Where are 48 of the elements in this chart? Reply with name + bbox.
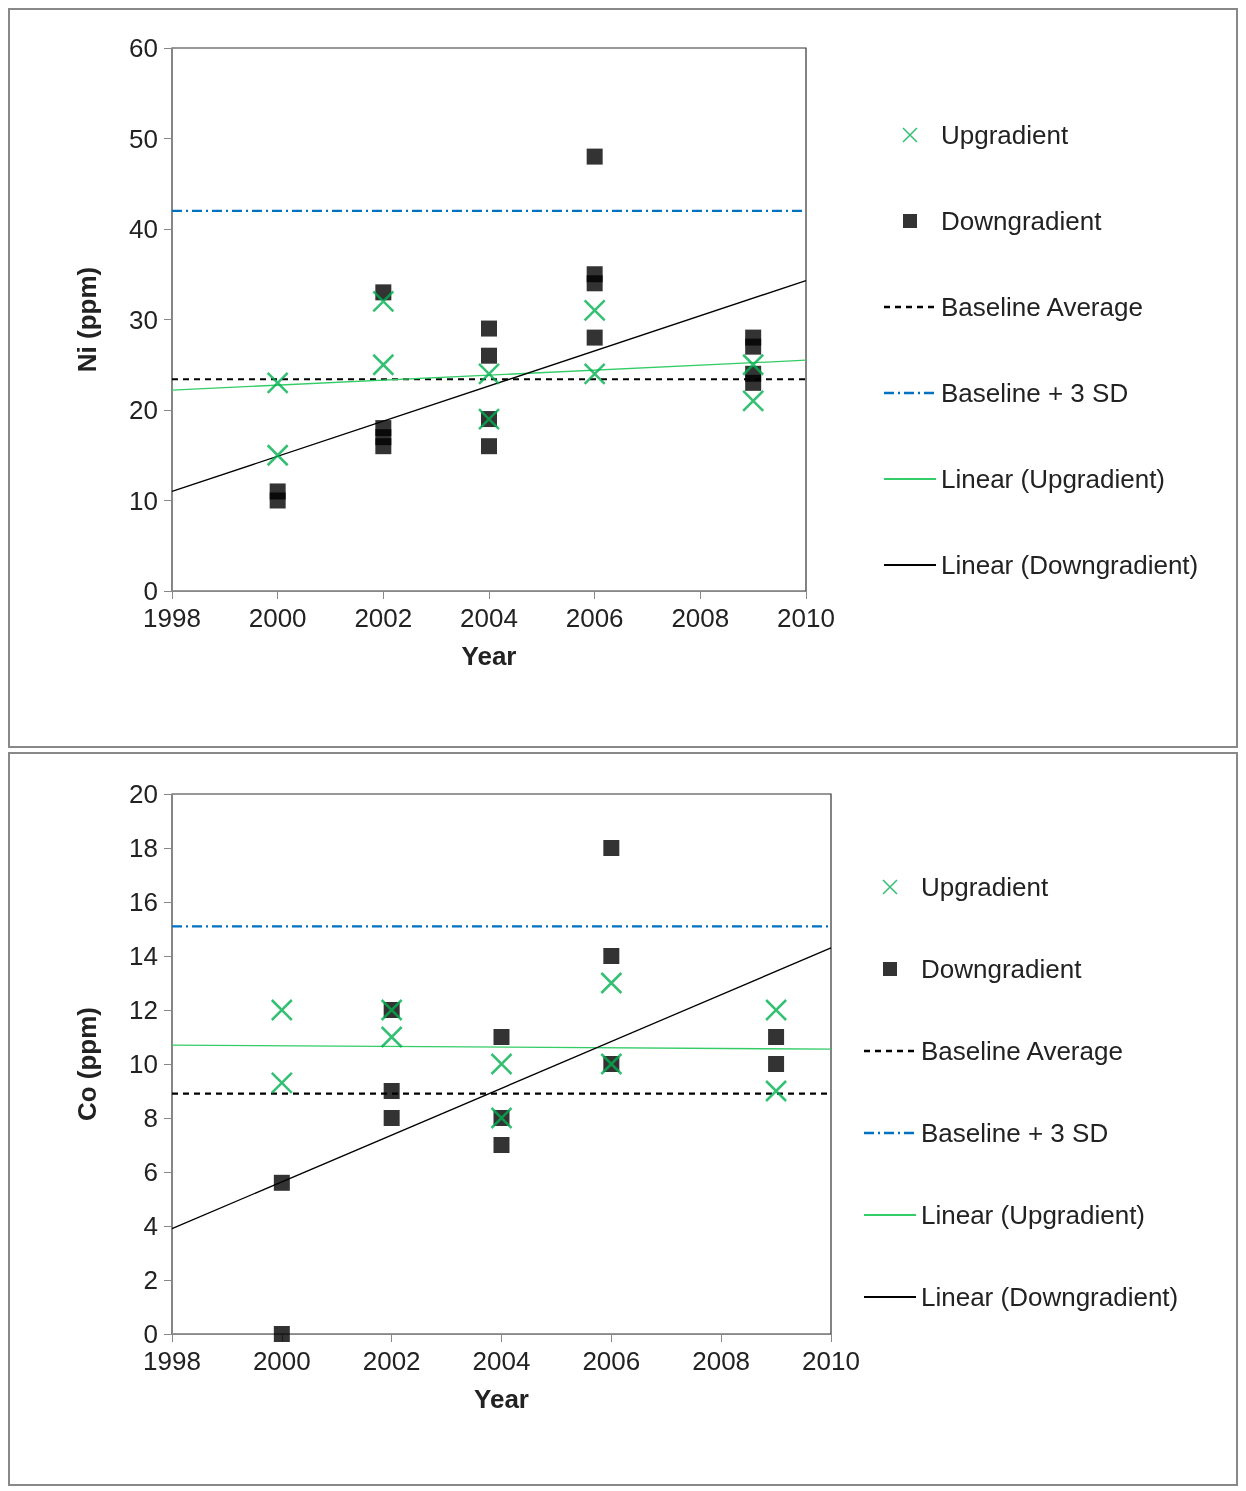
x-tick-label: 2006: [582, 1346, 641, 1376]
legend-label: Baseline + 3 SD: [941, 378, 1129, 408]
x-tick-label: 2002: [354, 603, 413, 633]
x-tick-label: 2010: [802, 1346, 860, 1376]
x-tick-label: 1998: [143, 1346, 201, 1376]
x-tick-label: 1998: [143, 603, 201, 633]
x-tick-label: 2006: [565, 603, 624, 633]
y-tick-label: 18: [129, 833, 158, 863]
x-tick-label: 2008: [671, 603, 730, 633]
y-tick-label: 0: [143, 576, 158, 606]
y-axis-title: Co (ppm): [72, 1006, 102, 1122]
y-tick-label: 12: [129, 995, 158, 1025]
y-tick-label: 10: [129, 1049, 158, 1079]
legend-label: Linear (Upgradient): [921, 1200, 1146, 1230]
x-tick-label: 2004: [460, 603, 518, 633]
legend-label: Baseline Average: [921, 1036, 1123, 1066]
legend-label: Downgradient: [921, 954, 1083, 984]
y-tick-label: 0: [143, 1319, 158, 1349]
y-tick-label: 40: [129, 214, 158, 244]
legend-label: Linear (Downgradient): [941, 550, 1199, 580]
y-tick-label: 60: [129, 33, 158, 63]
x-tick-label: 2002: [362, 1346, 421, 1376]
legend-label: Downgradient: [941, 206, 1103, 236]
y-tick-label: 30: [129, 304, 158, 335]
y-tick-label: 2: [143, 1265, 158, 1295]
legend-label: Upgradient: [941, 120, 1069, 150]
legend-label: Baseline Average: [941, 292, 1143, 322]
y-tick-label: 20: [129, 779, 158, 809]
y-tick-label: 4: [143, 1211, 158, 1241]
y-axis-title: Ni (ppm): [72, 266, 102, 373]
legend-label: Linear (Upgradient): [941, 464, 1166, 494]
y-tick-label: 50: [129, 123, 158, 154]
x-axis-title: Year: [474, 1384, 529, 1414]
legend-label: Baseline + 3 SD: [921, 1118, 1109, 1148]
legend-label: Upgradient: [921, 872, 1049, 902]
y-tick-label: 6: [143, 1157, 158, 1187]
y-tick-label: 16: [129, 887, 158, 917]
y-tick-label: 20: [129, 395, 158, 425]
x-axis-title: Year: [461, 641, 517, 671]
y-tick-label: 14: [129, 941, 158, 971]
y-tick-label: 8: [143, 1103, 158, 1133]
x-tick-label: 2004: [472, 1346, 531, 1376]
x-tick-label: 2000: [248, 603, 307, 633]
x-tick-label: 2010: [777, 603, 835, 633]
x-tick-label: 2008: [692, 1346, 751, 1376]
legend-label: Linear (Downgradient): [921, 1282, 1179, 1312]
y-tick-label: 10: [129, 485, 158, 516]
x-tick-label: 2000: [252, 1346, 311, 1376]
